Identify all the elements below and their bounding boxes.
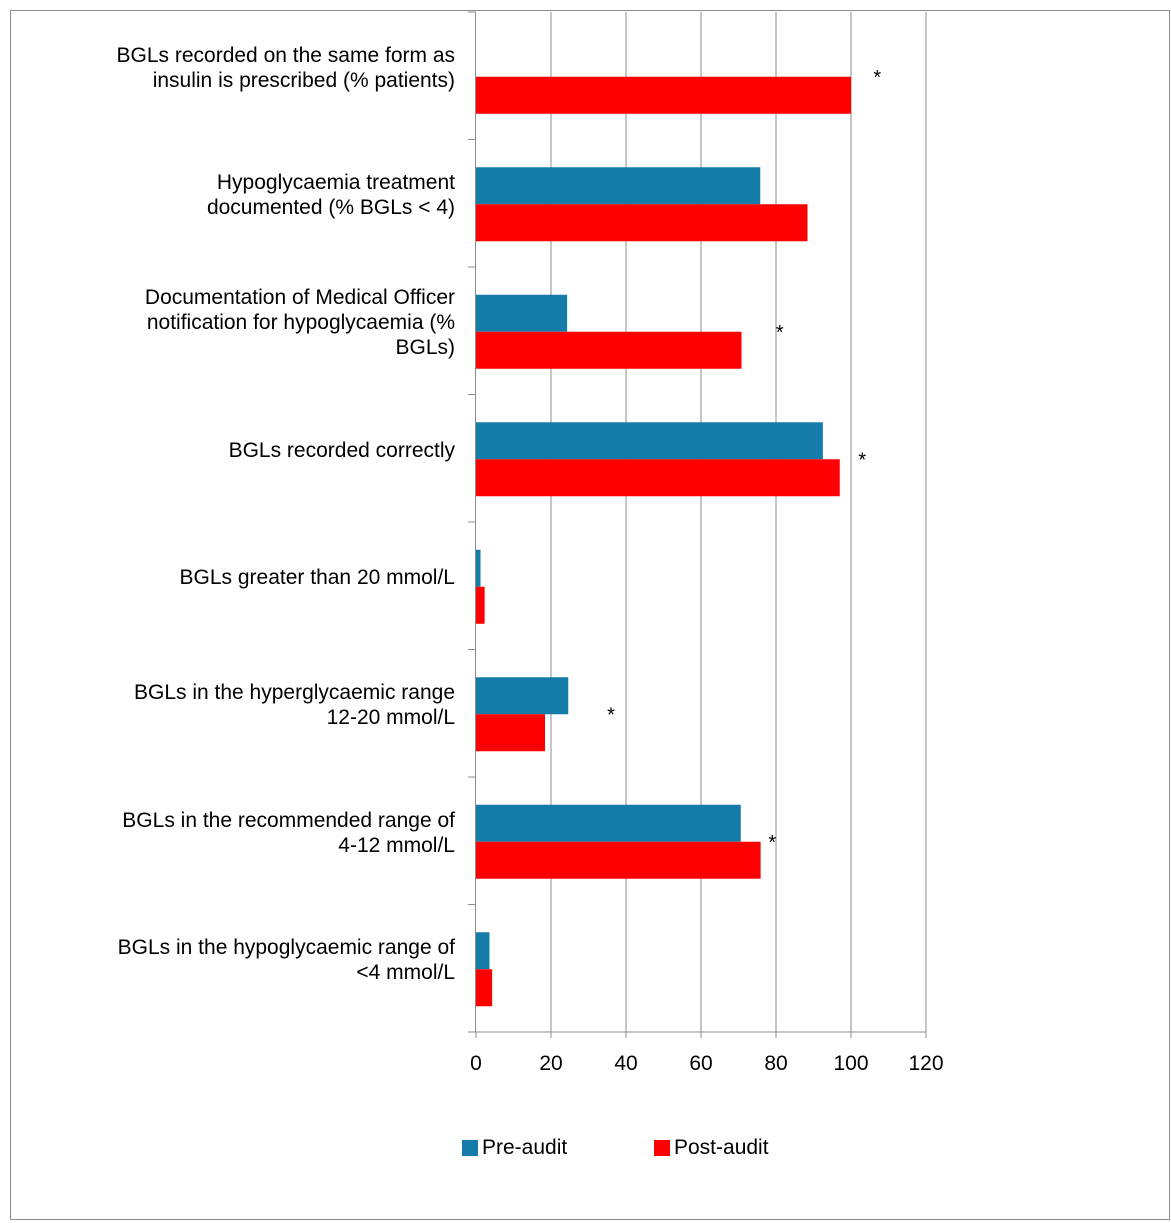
legend-label: Pre-audit [482, 1136, 568, 1159]
bar-post-audit [476, 969, 493, 1007]
category-label-line: BGLs in the recommended range of [122, 808, 455, 832]
bar-post-audit [476, 841, 761, 879]
significance-marker: * [873, 67, 881, 89]
category-label: BGLs greater than 20 mmol/L [15, 565, 455, 590]
significance-marker: * [607, 704, 615, 726]
category-label: BGLs in the hyperglycaemic range 12-20 mm… [15, 680, 455, 730]
x-tick-label: 0 [470, 1052, 482, 1075]
category-label-line: BGLs greater than 20 mmol/L [179, 566, 455, 590]
legend-swatch [462, 1140, 478, 1156]
bar-post-audit [476, 204, 808, 242]
x-tick-label: 100 [833, 1052, 868, 1075]
x-tick-label: 120 [908, 1052, 943, 1075]
category-label-line: <4 mmol/L [356, 961, 455, 985]
category-label-line: Documentation of Medical Officer [144, 286, 455, 310]
bar-pre-audit [476, 932, 490, 970]
significance-marker: * [858, 449, 866, 471]
category-label-line: BGLs) [395, 336, 455, 360]
legend-item: Post-audit [654, 1136, 769, 1160]
bar-post-audit [476, 459, 840, 497]
legend-swatch [654, 1140, 670, 1156]
x-tick-label: 20 [539, 1052, 562, 1075]
bar-pre-audit [476, 294, 568, 332]
category-label: BGLs recorded on the same form as insulin… [15, 43, 456, 93]
category-label-line: BGLs in the hyperglycaemic range [134, 681, 455, 705]
bar-post-audit [476, 331, 742, 369]
bar-pre-audit [476, 549, 481, 587]
category-label-line: Hypoglycaemia treatment [216, 171, 455, 195]
category-label-line: insulin is prescribed (% patients) [152, 68, 455, 92]
legend: Pre-audit Post-audit [0, 1136, 1171, 1166]
x-tick-label: 80 [764, 1052, 787, 1075]
category-label: Documentation of Medical Officer notifica… [15, 285, 455, 360]
category-label-line: BGLs recorded on the same form as [116, 43, 456, 67]
bar-pre-audit [476, 167, 761, 205]
legend-label: Post-audit [674, 1136, 769, 1159]
bar-pre-audit [476, 677, 569, 715]
category-label: BGLs recorded correctly [15, 438, 455, 463]
bar-pre-audit [476, 422, 823, 460]
x-tick-label: 60 [689, 1052, 712, 1075]
significance-marker: * [776, 322, 784, 344]
category-label: Hypoglycaemia treatment documented (% BGL… [15, 170, 455, 220]
significance-marker: * [768, 832, 776, 854]
category-label-line: notification for hypoglycaemia (% [146, 311, 455, 335]
bar-pre-audit [476, 804, 741, 842]
x-tick-label: 40 [614, 1052, 637, 1075]
legend-item: Pre-audit [462, 1136, 567, 1160]
category-label-line: BGLs in the hypoglycaemic range of [117, 936, 455, 960]
category-label-line: BGLs recorded correctly [228, 438, 455, 462]
category-label: BGLs in the hypoglycaemic range of <4 mmo… [15, 935, 455, 985]
category-label-line: documented (% BGLs < 4) [206, 196, 455, 220]
category-label-line: 12-20 mmol/L [326, 706, 455, 730]
bar-post-audit [476, 714, 545, 752]
bar-post-audit [476, 76, 851, 114]
category-label: BGLs in the recommended range of 4-12 mmo… [15, 808, 455, 858]
category-label-line: 4-12 mmol/L [338, 833, 455, 857]
bar-post-audit [476, 586, 485, 624]
